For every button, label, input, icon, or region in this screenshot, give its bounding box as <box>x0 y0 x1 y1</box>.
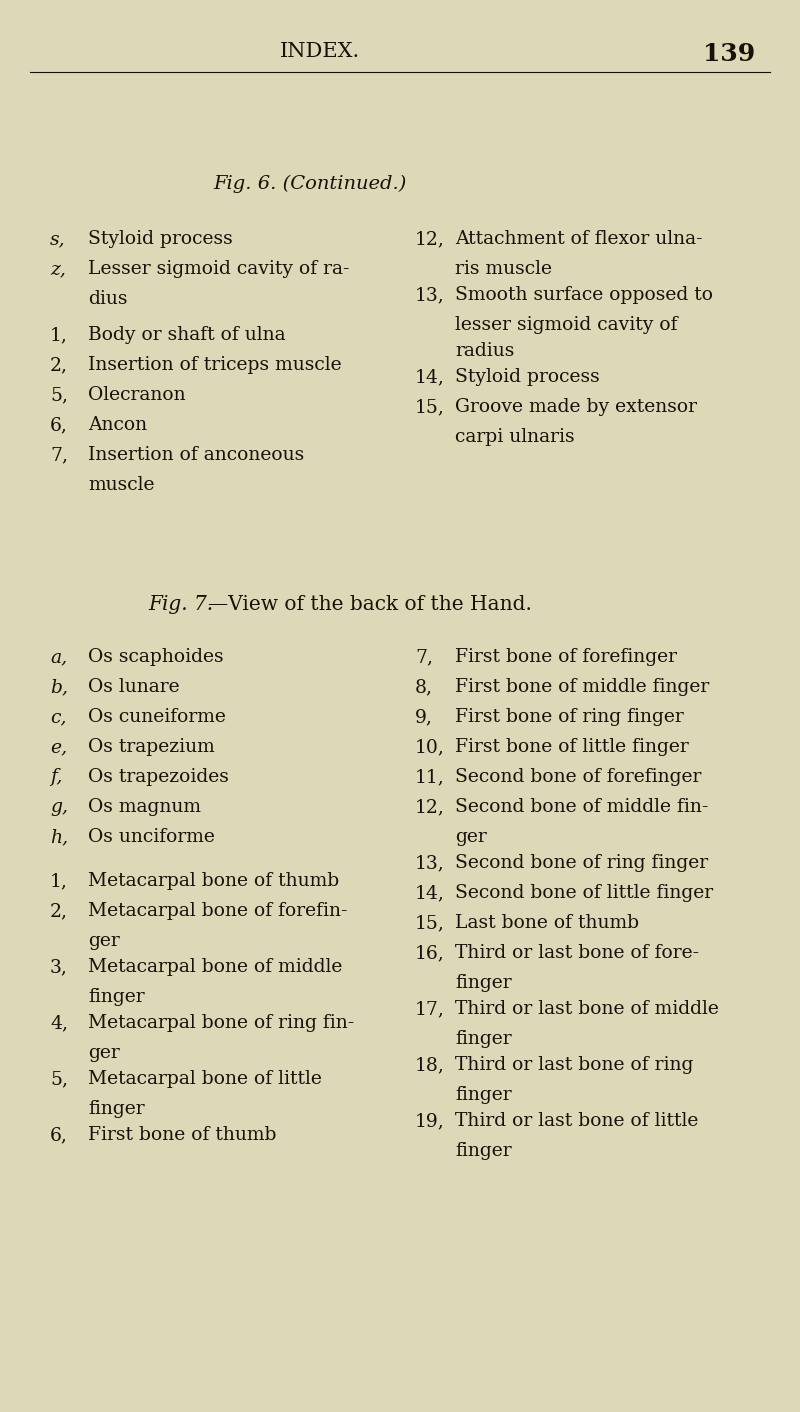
Text: 9,: 9, <box>415 707 433 726</box>
Text: Body or shaft of ulna: Body or shaft of ulna <box>88 326 286 345</box>
Text: 8,: 8, <box>415 678 433 696</box>
Text: First bone of middle finger: First bone of middle finger <box>455 678 710 696</box>
Text: Second bone of middle fin-: Second bone of middle fin- <box>455 798 708 816</box>
Text: Third or last bone of ring: Third or last bone of ring <box>455 1056 694 1075</box>
Text: 1,: 1, <box>50 873 68 890</box>
Text: a,: a, <box>50 648 67 666</box>
Text: finger: finger <box>455 1086 512 1104</box>
Text: 5,: 5, <box>50 1070 68 1089</box>
Text: 2,: 2, <box>50 902 68 921</box>
Text: b,: b, <box>50 678 68 696</box>
Text: 1,: 1, <box>50 326 68 345</box>
Text: Smooth surface opposed to: Smooth surface opposed to <box>455 287 713 304</box>
Text: carpi ulnaris: carpi ulnaris <box>455 428 574 446</box>
Text: First bone of thumb: First bone of thumb <box>88 1125 277 1144</box>
Text: First bone of ring finger: First bone of ring finger <box>455 707 684 726</box>
Text: Insertion of anconeous: Insertion of anconeous <box>88 446 304 465</box>
Text: Metacarpal bone of little: Metacarpal bone of little <box>88 1070 322 1089</box>
Text: 15,: 15, <box>415 914 445 932</box>
Text: ger: ger <box>88 932 120 950</box>
Text: Second bone of ring finger: Second bone of ring finger <box>455 854 708 873</box>
Text: 6,: 6, <box>50 417 68 433</box>
Text: Metacarpal bone of ring fin-: Metacarpal bone of ring fin- <box>88 1014 354 1032</box>
Text: 10,: 10, <box>415 738 445 755</box>
Text: Second bone of little finger: Second bone of little finger <box>455 884 713 902</box>
Text: Ancon: Ancon <box>88 417 147 433</box>
Text: Third or last bone of fore-: Third or last bone of fore- <box>455 945 699 962</box>
Text: 7,: 7, <box>50 446 68 465</box>
Text: Third or last bone of little: Third or last bone of little <box>455 1113 698 1130</box>
Text: Os scaphoides: Os scaphoides <box>88 648 224 666</box>
Text: Olecranon: Olecranon <box>88 385 186 404</box>
Text: Fig. 7.: Fig. 7. <box>148 594 213 614</box>
Text: Os magnum: Os magnum <box>88 798 201 816</box>
Text: finger: finger <box>88 988 145 1005</box>
Text: g,: g, <box>50 798 68 816</box>
Text: Metacarpal bone of middle: Metacarpal bone of middle <box>88 957 342 976</box>
Text: radius: radius <box>455 342 514 360</box>
Text: Os trapezoides: Os trapezoides <box>88 768 229 786</box>
Text: e,: e, <box>50 738 67 755</box>
Text: 5,: 5, <box>50 385 68 404</box>
Text: Styloid process: Styloid process <box>455 369 600 385</box>
Text: Os lunare: Os lunare <box>88 678 180 696</box>
Text: 6,: 6, <box>50 1125 68 1144</box>
Text: 7,: 7, <box>415 648 433 666</box>
Text: 18,: 18, <box>415 1056 445 1075</box>
Text: z,: z, <box>50 260 66 278</box>
Text: 11,: 11, <box>415 768 445 786</box>
Text: finger: finger <box>455 974 512 993</box>
Text: muscle: muscle <box>88 476 154 494</box>
Text: 12,: 12, <box>415 798 445 816</box>
Text: Os trapezium: Os trapezium <box>88 738 214 755</box>
Text: ris muscle: ris muscle <box>455 260 552 278</box>
Text: ger: ger <box>455 827 486 846</box>
Text: Last bone of thumb: Last bone of thumb <box>455 914 639 932</box>
Text: 3,: 3, <box>50 957 68 976</box>
Text: 13,: 13, <box>415 287 445 304</box>
Text: Third or last bone of middle: Third or last bone of middle <box>455 1000 719 1018</box>
Text: 12,: 12, <box>415 230 445 249</box>
Text: 14,: 14, <box>415 369 445 385</box>
Text: finger: finger <box>88 1100 145 1118</box>
Text: First bone of forefinger: First bone of forefinger <box>455 648 677 666</box>
Text: lesser sigmoid cavity of: lesser sigmoid cavity of <box>455 316 678 335</box>
Text: Os unciforme: Os unciforme <box>88 827 215 846</box>
Text: Second bone of forefinger: Second bone of forefinger <box>455 768 702 786</box>
Text: Fig. 6. (Continued.): Fig. 6. (Continued.) <box>214 175 406 193</box>
Text: Attachment of flexor ulna-: Attachment of flexor ulna- <box>455 230 702 249</box>
Text: s,: s, <box>50 230 66 249</box>
Text: 14,: 14, <box>415 884 445 902</box>
Text: 4,: 4, <box>50 1014 68 1032</box>
Text: f,: f, <box>50 768 62 786</box>
Text: Groove made by extensor: Groove made by extensor <box>455 398 697 417</box>
Text: Metacarpal bone of thumb: Metacarpal bone of thumb <box>88 873 339 890</box>
Text: dius: dius <box>88 289 127 308</box>
Text: 17,: 17, <box>415 1000 445 1018</box>
Text: 139: 139 <box>702 42 755 66</box>
Text: 15,: 15, <box>415 398 445 417</box>
Text: ger: ger <box>88 1043 120 1062</box>
Text: h,: h, <box>50 827 68 846</box>
Text: Os cuneiforme: Os cuneiforme <box>88 707 226 726</box>
Text: finger: finger <box>455 1029 512 1048</box>
Text: 19,: 19, <box>415 1113 445 1130</box>
Text: 13,: 13, <box>415 854 445 873</box>
Text: INDEX.: INDEX. <box>280 42 360 61</box>
Text: —View of the back of the Hand.: —View of the back of the Hand. <box>208 594 532 614</box>
Text: 2,: 2, <box>50 356 68 374</box>
Text: Insertion of triceps muscle: Insertion of triceps muscle <box>88 356 342 374</box>
Text: c,: c, <box>50 707 66 726</box>
Text: Styloid process: Styloid process <box>88 230 233 249</box>
Text: finger: finger <box>455 1142 512 1161</box>
Text: 16,: 16, <box>415 945 445 962</box>
Text: Lesser sigmoid cavity of ra-: Lesser sigmoid cavity of ra- <box>88 260 350 278</box>
Text: First bone of little finger: First bone of little finger <box>455 738 689 755</box>
Text: Metacarpal bone of forefin-: Metacarpal bone of forefin- <box>88 902 347 921</box>
